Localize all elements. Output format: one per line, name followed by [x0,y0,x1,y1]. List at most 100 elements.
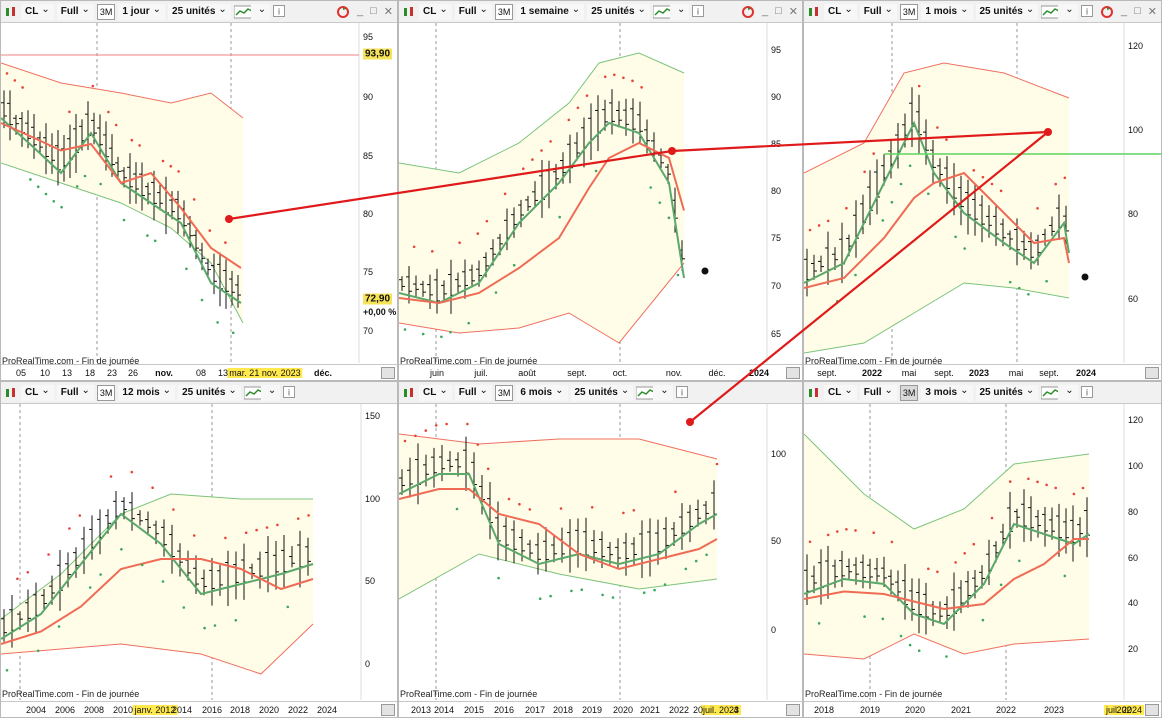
candles-icon[interactable] [402,5,416,19]
x-tick-label: sept. [1039,368,1059,378]
mode-select[interactable]: Full [859,384,897,401]
info-icon[interactable]: i [273,4,287,19]
sar-dot [594,169,598,173]
sar-dot [817,622,821,625]
indicator-icon[interactable] [652,5,674,19]
range-button[interactable]: 3M [899,3,919,20]
range-button[interactable]: 3M [494,384,514,401]
symbol-select[interactable]: CL [21,3,54,20]
indicator-icon[interactable] [1040,5,1062,19]
sync-icon[interactable] [1100,5,1114,22]
indicator-dropdown[interactable] [653,384,673,401]
price-chart[interactable]: 120 100 80 60 40 20 [804,404,1162,703]
price-chart[interactable]: 100 50 0 [399,404,803,703]
info-icon[interactable]: i [675,385,690,400]
units-select[interactable]: 25 unités [587,3,650,20]
minimize-icon[interactable]: _ [762,5,769,17]
range-button[interactable]: 3M [96,3,116,20]
close-icon[interactable]: ✕ [1147,6,1157,18]
range-button[interactable]: 3M [96,384,116,401]
candles-icon[interactable] [807,386,821,400]
mode-select[interactable]: Full [454,3,492,20]
mode-select[interactable]: Full [56,3,94,20]
x-tick-label: 2013 [410,705,432,715]
maximize-icon[interactable]: □ [1134,5,1141,17]
symbol-select[interactable]: CL [824,384,857,401]
symbol-select[interactable]: CL [21,384,54,401]
indicator-dropdown[interactable] [250,3,271,20]
indicator-icon[interactable] [1040,386,1062,400]
mode-select[interactable]: Full [454,384,492,401]
moving-average-long [1,122,242,269]
minimize-icon[interactable]: _ [357,5,364,17]
info-icon[interactable]: i [1080,385,1095,400]
chart-panel-monthly[interactable]: CL Full 3M 1 mois 25 unités i _ □ ✕ 1201… [803,0,1162,381]
info-icon[interactable]: i [283,385,297,400]
scroll-end-button[interactable] [1145,367,1159,379]
units-select[interactable]: 25 unités [975,384,1039,401]
scroll-end-button[interactable] [381,704,395,716]
units-select[interactable]: 25 unités [570,384,634,401]
range-button[interactable]: 3M [899,384,919,401]
price-chart[interactable]: 95 90 85 80 75 70 [1,23,398,366]
indicator-dropdown[interactable] [1058,384,1078,401]
mode-select[interactable]: Full [859,3,897,20]
units-select[interactable]: 25 unités [975,3,1039,20]
chart-panel-semiannual[interactable]: CL Full 3M 6 mois 25 unités i 100 50 0 jui… [398,381,803,718]
last-price-tag: 72,90 [363,293,393,305]
units-select[interactable]: 25 unités [168,3,231,20]
price-chart[interactable]: 150 100 50 0 [1,404,398,703]
sar-dot [449,330,452,334]
timeframe-select[interactable]: 1 jour [118,3,166,20]
candles-icon[interactable] [402,386,416,400]
indicator-dropdown[interactable] [669,3,690,20]
scroll-end-button[interactable] [786,704,800,716]
candles-icon[interactable] [4,5,18,19]
symbol-select[interactable]: CL [824,3,857,20]
x-tick-label: 2022 [668,705,690,715]
x-tick-label: 2017 [524,705,546,715]
chart-panel-yearly[interactable]: CL Full 3M 12 mois 25 unités i 150 100 50 0… [0,381,398,718]
symbol-select[interactable]: CL [419,384,452,401]
candles-icon[interactable] [807,5,821,19]
minimize-icon[interactable]: _ [1121,5,1128,17]
svg-text:i: i [1086,387,1088,397]
scroll-end-button[interactable] [1145,704,1159,716]
maximize-icon[interactable]: □ [370,5,377,17]
units-select[interactable]: 25 unités [178,384,241,401]
range-button[interactable]: 3M [494,3,514,20]
x-tick-label: mai [901,368,917,378]
maximize-icon[interactable]: □ [775,5,782,17]
sync-icon[interactable] [336,5,350,22]
x-tick-label: 2022 [995,705,1017,715]
x-tick-label: 202 [1116,705,1132,715]
candles-icon[interactable] [4,386,18,400]
timeframe-select[interactable]: 1 semaine [516,3,585,20]
price-chart[interactable]: 120 100 80 60 [804,23,1162,366]
chart-panel-quarterly[interactable]: CL Full 3M 3 mois 25 unités i 120 100 80 60… [803,381,1162,718]
symbol-select[interactable]: CL [419,3,452,20]
timeframe-select[interactable]: 3 mois [921,384,973,401]
sync-icon[interactable] [741,5,755,22]
chart-panel-daily[interactable]: CL Full 3M 1 jour 25 unités i _ □ ✕ 95 90… [0,0,398,381]
info-icon[interactable]: i [1080,4,1095,19]
scroll-end-button[interactable] [786,367,800,379]
indicator-dropdown[interactable] [260,384,281,401]
close-icon[interactable]: ✕ [788,6,798,18]
indicator-icon[interactable] [233,5,255,19]
info-icon[interactable]: i [692,4,706,19]
indicator-icon[interactable] [243,386,265,400]
indicator-icon[interactable] [635,386,657,400]
sar-dot [431,250,434,253]
sar-dot [231,331,235,335]
price-chart[interactable]: 95 90 85 80 75 70 65 [399,23,803,366]
scroll-end-button[interactable] [381,367,395,379]
timeframe-select[interactable]: 6 mois [516,384,568,401]
close-icon[interactable]: ✕ [383,6,393,18]
timeframe-select[interactable]: 1 mois [921,3,973,20]
chart-panel-weekly[interactable]: CL Full 3M 1 semaine 25 unités i _ □ ✕ 9… [398,0,803,381]
mode-select[interactable]: Full [56,384,94,401]
timeframe-select[interactable]: 12 mois [118,384,176,401]
indicator-dropdown[interactable] [1058,3,1078,20]
sar-dot [507,497,511,501]
